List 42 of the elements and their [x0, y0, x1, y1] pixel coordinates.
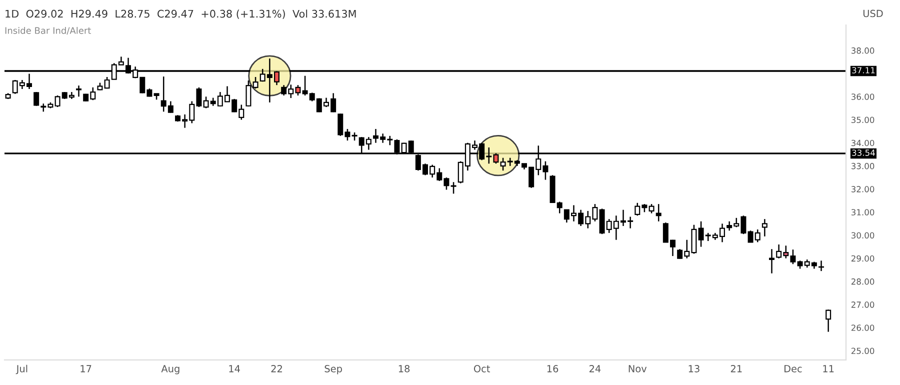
x-tick-label: 13	[688, 365, 700, 372]
chart-title: 1D O29.02 H29.49 L28.75 C29.47 +0.38 (+1.31%) Vol 33.613M	[6, 10, 356, 19]
candlestick	[76, 84, 82, 98]
y-tick-label: 27.00	[851, 302, 874, 308]
y-tick-label: 36.00	[851, 94, 874, 100]
x-tick-label: 14	[229, 365, 240, 372]
chart-subtitle: Inside Bar Ind/Alert	[5, 26, 91, 35]
x-tick-label: 16	[547, 365, 558, 372]
x-tick-label: 18	[398, 365, 410, 372]
x-tick-label: Oct	[474, 365, 490, 372]
candlestick	[34, 91, 40, 106]
ref-line-label: 37.11	[852, 67, 875, 74]
x-tick-label: 17	[80, 365, 92, 372]
y-tick-label: 28.00	[851, 278, 874, 285]
candlestick	[656, 203, 662, 222]
x-tick-label: 21	[730, 365, 742, 372]
y-tick-label: 29.00	[851, 255, 874, 262]
candlestick	[252, 76, 258, 90]
y-tick-label: 33.00	[851, 162, 874, 170]
ref-line-label: 33.54	[852, 150, 875, 156]
x-tick-label: Jul	[16, 364, 28, 374]
x-tick-label: Nov	[628, 365, 647, 372]
y-tick-label: 26.00	[851, 324, 874, 331]
x-tick-label: 22	[271, 365, 282, 372]
candlestick	[648, 203, 654, 214]
x-tick-label: Aug	[161, 365, 180, 374]
y-tick-label: 30.00	[851, 232, 874, 239]
y-tick-label: 25.00	[851, 348, 874, 354]
candlestick	[762, 218, 768, 238]
x-tick-label: Sep	[324, 365, 342, 374]
y-axis-title: USD	[863, 10, 883, 18]
x-tick-label: 24	[589, 365, 601, 372]
candlestick	[769, 248, 774, 274]
y-tick-label: 32.00	[851, 186, 874, 192]
y-tick-label: 38.00	[851, 47, 874, 54]
x-tick-label: 11	[823, 365, 834, 372]
candlestick	[450, 181, 456, 194]
y-tick-label: 35.00	[851, 116, 874, 124]
y-tick-label: 31.00	[851, 209, 874, 216]
candlestick	[826, 308, 832, 332]
x-tick-label: Dec	[784, 365, 802, 372]
y-tick-label: 34.00	[851, 140, 874, 146]
